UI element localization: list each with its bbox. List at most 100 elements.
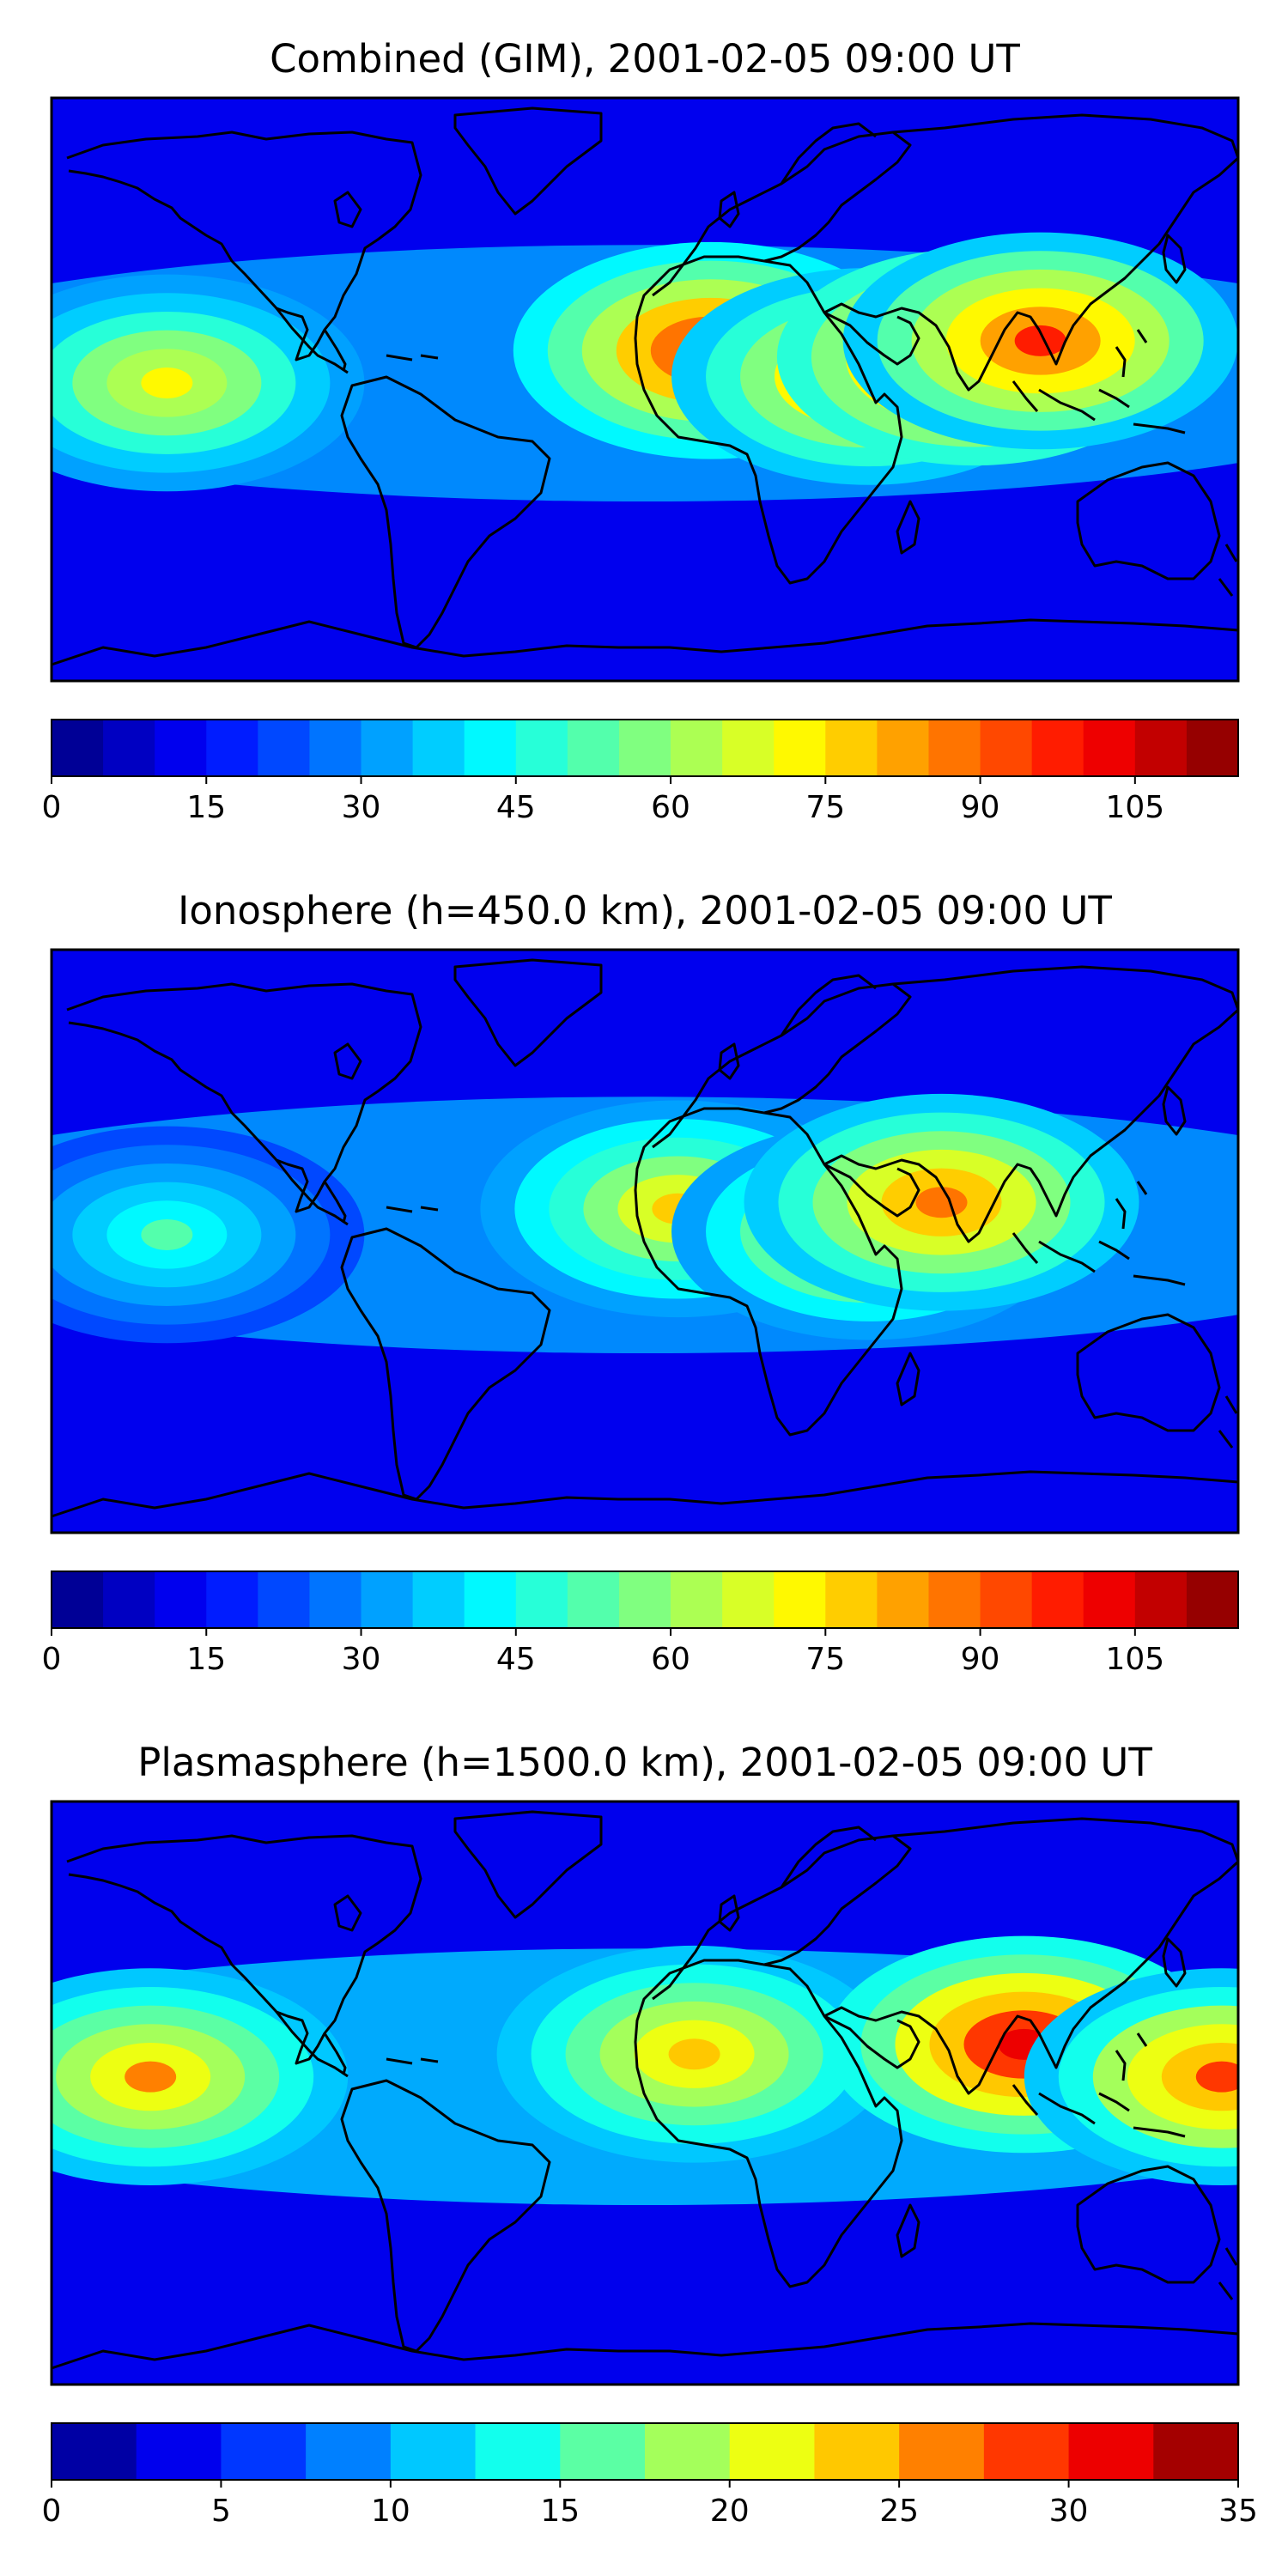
- colorbar-bin: [206, 720, 258, 776]
- colorbar-bin: [722, 1571, 775, 1628]
- colorbar-frame: [51, 2422, 1239, 2481]
- colorbar-tick-label: 30: [342, 1642, 381, 1677]
- chart-title: Plasmasphere (h=1500.0 km), 2001-02-05 0…: [137, 1740, 1152, 1785]
- colorbar-bin: [464, 1571, 517, 1628]
- colorbar-bin: [980, 720, 1033, 776]
- colorbar-tick-label: 35: [1218, 2494, 1258, 2529]
- colorbar-tick-label: 60: [651, 1642, 690, 1677]
- colorbar-bin: [1068, 2423, 1154, 2480]
- colorbar-bin: [645, 2423, 731, 2480]
- colorbar-bin: [464, 720, 517, 776]
- colorbar-bin: [774, 720, 826, 776]
- colorbar-bin: [309, 720, 362, 776]
- colorbar-bin: [825, 1571, 878, 1628]
- field-contour: [1195, 2061, 1238, 2093]
- colorbar-bin: [361, 720, 414, 776]
- colorbar-bin: [258, 1571, 310, 1628]
- colorbar-bin: [52, 1571, 104, 1628]
- colorbar-bin: [618, 720, 671, 776]
- heatmap-field: [52, 98, 1238, 681]
- colorbar-tick-label: 90: [961, 790, 1000, 825]
- map-frame: [50, 1800, 1240, 2386]
- colorbar-tick-label: 0: [42, 1642, 62, 1677]
- colorbar-bin: [103, 720, 155, 776]
- colorbar-bin: [814, 2423, 900, 2480]
- colorbar-tick-label: 90: [961, 1642, 1000, 1677]
- colorbar-bin: [983, 2423, 1070, 2480]
- colorbar-bin: [309, 1571, 362, 1628]
- colorbar-bin: [899, 2423, 985, 2480]
- colorbar-bin: [567, 1571, 620, 1628]
- panel-2: Ionosphere (h=450.0 km), 2001-02-05 09:0…: [42, 888, 1240, 1677]
- colorbar: 0 15 30 45 60 75 90 105: [42, 1571, 1239, 1677]
- field-contour: [1014, 325, 1066, 356]
- colorbar-bin: [221, 2423, 307, 2480]
- colorbar-bin: [1134, 1571, 1188, 1628]
- colorbar-bin: [774, 1571, 826, 1628]
- field-contour: [141, 367, 193, 398]
- colorbar-tick-label: 75: [805, 1642, 845, 1677]
- field-contour: [668, 2038, 720, 2070]
- colorbar-bin: [1134, 720, 1188, 776]
- colorbar-bin: [155, 720, 207, 776]
- colorbar-bin: [928, 720, 981, 776]
- colorbar-bin: [671, 1571, 723, 1628]
- chart-title: Combined (GIM), 2001-02-05 09:00 UT: [270, 36, 1020, 82]
- colorbar-bin: [412, 720, 465, 776]
- colorbar-tick-label: 45: [496, 790, 536, 825]
- colorbar-bin: [258, 720, 310, 776]
- colorbar-bin: [136, 2423, 222, 2480]
- colorbar-bin: [1186, 1571, 1239, 1628]
- colorbar-frame: [51, 719, 1239, 777]
- colorbar-bin: [560, 2423, 646, 2480]
- colorbar-bin: [475, 2423, 561, 2480]
- colorbar-tick-label: 60: [651, 790, 690, 825]
- colorbar-tick-label: 0: [42, 790, 62, 825]
- colorbar-tick-label: 20: [710, 2494, 750, 2529]
- colorbar-tick-label: 15: [186, 790, 226, 825]
- colorbar-bin: [412, 1571, 465, 1628]
- colorbar-bin: [567, 720, 620, 776]
- colorbar-bin: [361, 1571, 414, 1628]
- chart-title: Ionosphere (h=450.0 km), 2001-02-05 09:0…: [178, 888, 1112, 933]
- map-frame: [50, 96, 1240, 683]
- panel-1: Combined (GIM), 2001-02-05 09:00 UT 0 15 3…: [42, 36, 1240, 825]
- colorbar-tick-label: 15: [540, 2494, 580, 2529]
- colorbar-frame: [51, 1571, 1239, 1629]
- colorbar-bin: [618, 1571, 671, 1628]
- colorbar-bin: [52, 720, 104, 776]
- colorbar-bin: [103, 1571, 155, 1628]
- colorbar-bin: [1186, 720, 1239, 776]
- colorbar-bin: [1031, 1571, 1084, 1628]
- field-contour: [915, 1187, 968, 1218]
- colorbar-tick-label: 10: [371, 2494, 410, 2529]
- colorbar-bin: [515, 1571, 568, 1628]
- map-frame: [50, 948, 1240, 1534]
- colorbar-bin: [825, 720, 878, 776]
- colorbar-tick-label: 105: [1105, 1642, 1164, 1677]
- colorbar-tick-label: 30: [1049, 2494, 1089, 2529]
- colorbar-bin: [671, 720, 723, 776]
- colorbar-bin: [1153, 2423, 1239, 2480]
- panel-3: Plasmasphere (h=1500.0 km), 2001-02-05 0…: [42, 1740, 1258, 2529]
- colorbar-bin: [1083, 1571, 1136, 1628]
- field-contour: [141, 1218, 193, 1250]
- colorbar-bin: [729, 2423, 815, 2480]
- colorbar-tick-label: 0: [42, 2494, 62, 2529]
- colorbar-bin: [390, 2423, 477, 2480]
- colorbar-bin: [980, 1571, 1033, 1628]
- colorbar: 0 5 10 15 20 25 30 35: [42, 2422, 1258, 2529]
- colorbar-bin: [877, 720, 929, 776]
- colorbar-tick-label: 75: [805, 790, 845, 825]
- colorbar-bin: [155, 1571, 207, 1628]
- colorbar-bin: [52, 2423, 137, 2480]
- colorbar-bin: [306, 2423, 392, 2480]
- colorbar-bin: [722, 720, 775, 776]
- colorbar-tick-label: 5: [211, 2494, 231, 2529]
- colorbar: 0 15 30 45 60 75 90 105: [42, 719, 1239, 825]
- colorbar-tick-label: 105: [1105, 790, 1164, 825]
- colorbar-bin: [928, 1571, 981, 1628]
- colorbar-tick-label: 30: [342, 790, 381, 825]
- colorbar-bin: [1083, 720, 1136, 776]
